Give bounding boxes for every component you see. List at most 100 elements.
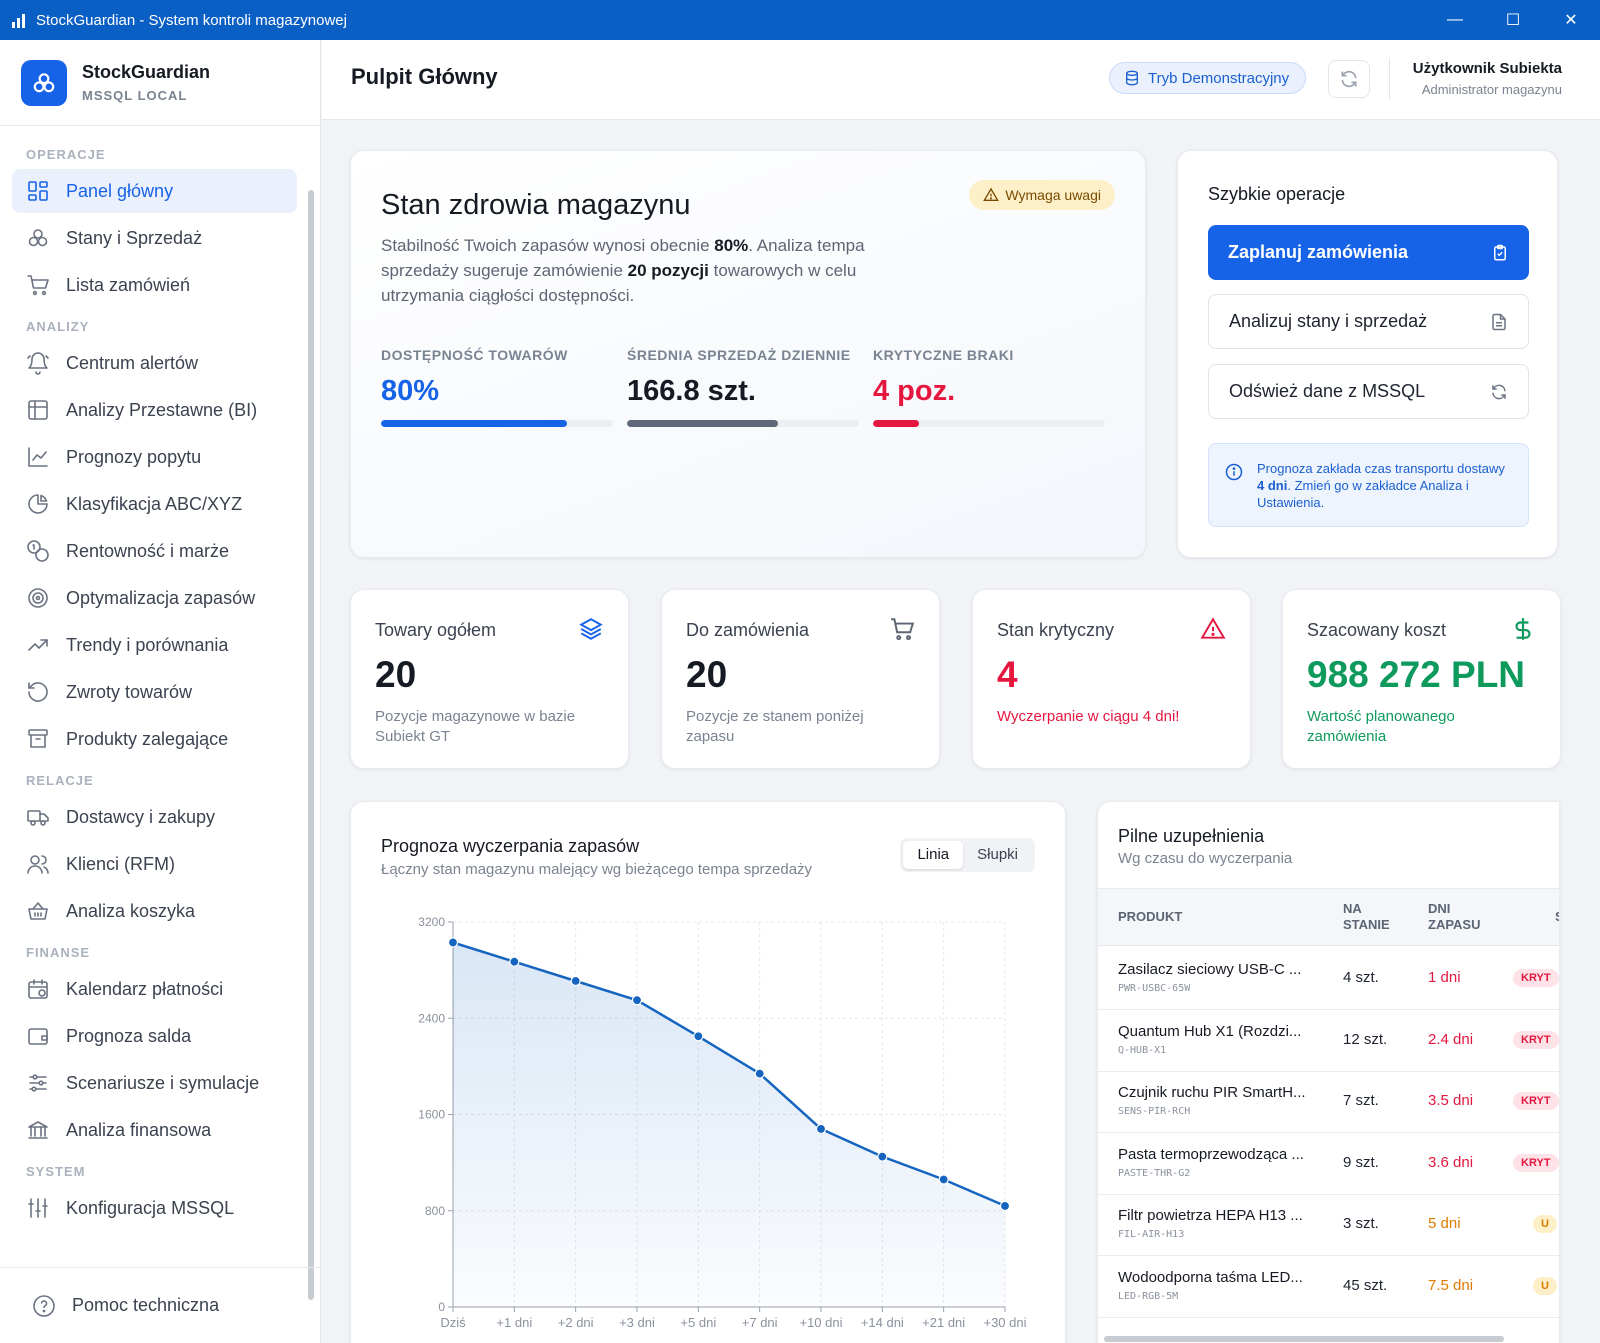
in-stock-qty: 3 szt. — [1343, 1215, 1379, 1232]
sidebar-item[interactable]: Analiza koszyka — [12, 889, 297, 933]
table-row[interactable]: Filtr powietrza HEPA H13 ... FIL-AIR-H13… — [1098, 1193, 1559, 1256]
table-row[interactable]: Quantum Hub X1 (Rozdzi... Q-HUB-X1 12 sz… — [1098, 1009, 1559, 1072]
stat-card-total-items: Towary ogółem 20 Pozycje magazynowe w ba… — [350, 589, 629, 769]
col-in-stock[interactable]: NA STANIE — [1343, 901, 1390, 932]
grid-icon — [26, 179, 50, 203]
health-description: Stabilność Twoich zapasów wynosi obecnie… — [381, 236, 865, 305]
toggle-bars[interactable]: Słupki — [977, 846, 1018, 863]
user-name[interactable]: Użytkownik Subiekta — [1412, 60, 1562, 77]
product-sku: Q-HUB-X1 — [1118, 1044, 1167, 1056]
sidebar-item[interactable]: Optymalizacja zapasów — [12, 576, 297, 620]
sidebar-item[interactable]: Kalendarz płatności — [12, 967, 297, 1011]
data-point — [815, 1123, 827, 1135]
sidebar-item[interactable]: Prognoza salda — [12, 1014, 297, 1058]
sidebar-item[interactable]: Klasyfikacja ABC/XYZ — [12, 482, 297, 526]
refresh-button[interactable] — [1328, 60, 1370, 98]
x-tick-label: Dziś — [440, 1315, 466, 1330]
y-tick-label: 3200 — [418, 915, 445, 929]
nav-section-title: RELACJE — [26, 773, 94, 788]
help-circle-icon — [32, 1294, 56, 1318]
stat-card-to-order: Do zamówienia 20 Pozycje ze stanem poniż… — [661, 589, 940, 769]
table-row[interactable]: Pasta termoprzewodząca ... PASTE-THR-G2 … — [1098, 1132, 1559, 1195]
plan-orders-button[interactable]: Zaplanuj zamówienia — [1208, 225, 1529, 280]
sidebar-item[interactable]: Konfiguracja MSSQL — [12, 1186, 297, 1230]
sidebar-item-label: Kalendarz płatności — [66, 978, 224, 999]
cart-icon — [26, 273, 50, 297]
stat-value: 4 — [997, 654, 1018, 695]
help-link[interactable]: Pomoc techniczna — [0, 1267, 321, 1343]
sidebar-item[interactable]: Klienci (RFM) — [12, 842, 297, 886]
days-of-stock: 5 dni — [1428, 1215, 1461, 1232]
product-name: Filtr powietrza HEPA H13 ... — [1118, 1207, 1303, 1224]
status-badge: KRYT — [1513, 1030, 1559, 1049]
product-sku: FIL-AIR-H13 — [1118, 1229, 1185, 1240]
product-name: Zasilacz sieciowy USB-C ... — [1118, 961, 1302, 978]
sidebar-item[interactable]: Prognozy popytu — [12, 435, 297, 479]
chart-title: Prognoza wyczerpania zapasów — [381, 836, 640, 856]
trending-up-icon — [26, 633, 50, 657]
app-bar-chart-icon — [12, 12, 28, 28]
bank-icon — [26, 1118, 50, 1142]
sidebar-item-label: Prognoza salda — [66, 1025, 192, 1046]
table-row[interactable]: Czujnik ruchu PIR SmartH... SENS-PIR-RCH… — [1098, 1070, 1559, 1133]
stat-label: Do zamówienia — [686, 620, 810, 640]
status-badge: U — [1533, 1215, 1557, 1233]
sidebar-item[interactable]: Scenariusze i symulacje — [12, 1061, 297, 1105]
demo-mode-badge[interactable]: Tryb Demonstracyjny — [1109, 62, 1307, 94]
analyze-stock-label: Analizuj stany i sprzedaż — [1229, 311, 1428, 331]
maximize-button[interactable]: ☐ — [1505, 12, 1521, 29]
table-horizontal-scrollbar[interactable] — [1104, 1336, 1504, 1342]
product-name: Pasta termoprzewodząca ... — [1118, 1145, 1304, 1163]
info-icon — [1225, 463, 1243, 485]
col-days-of-stock[interactable]: DNI ZAPASU — [1428, 901, 1481, 932]
y-tick-label: 800 — [425, 1204, 445, 1218]
stat-label: Stan krytyczny — [997, 620, 1115, 640]
analyze-stock-button[interactable]: Analizuj stany i sprzedaż — [1208, 294, 1529, 349]
stat-description: Wartość planowanego zamówienia — [1307, 708, 1455, 745]
page-title: Pulpit Główny — [351, 64, 498, 89]
col-product[interactable]: PRODUKT — [1118, 909, 1183, 924]
table-row[interactable]: Zasilacz sieciowy USB-C ... PWR-USBC-65W… — [1098, 947, 1559, 1010]
kpi-progress-bar — [873, 420, 1105, 427]
boxes-icon — [26, 226, 50, 250]
minimize-button[interactable]: — — [1447, 11, 1463, 28]
sidebar-item[interactable]: Lista zamówień — [12, 263, 297, 307]
sidebar-item[interactable]: Trendy i porównania — [12, 623, 297, 667]
product-sku: PWR-USBC-65W — [1118, 983, 1191, 994]
brand-subtitle: MSSQL LOCAL — [82, 88, 188, 103]
window-titlebar: StockGuardian - System kontroli magazyno… — [0, 0, 1600, 40]
calendar-icon — [26, 977, 50, 1001]
product-name: Quantum Hub X1 (Rozdzi... — [1118, 1022, 1302, 1040]
sidebar-item-label: Konfiguracja MSSQL — [66, 1197, 235, 1218]
data-point — [509, 956, 520, 967]
toggle-line[interactable]: Linia — [903, 841, 964, 869]
refresh-mssql-button[interactable]: Odśwież dane z MSSQL — [1208, 364, 1529, 419]
layers-icon — [578, 616, 604, 647]
nav-section-title: FINANSE — [26, 945, 91, 960]
sidebar-scrollbar[interactable] — [308, 190, 314, 1300]
x-tick-label: +5 dni — [680, 1315, 716, 1330]
sidebar-item[interactable]: Centrum alertów — [12, 341, 297, 385]
transport-info-box: Prognoza zakłada czas transportu dostawy… — [1208, 443, 1529, 527]
cart-icon — [889, 616, 915, 647]
brand: StockGuardian MSSQL LOCAL — [0, 40, 320, 126]
sidebar-item[interactable]: Zwroty towarów — [12, 670, 297, 714]
sidebar-item[interactable]: Rentowność i marże — [12, 529, 297, 573]
product-sku: LED-RGB-5M — [1118, 1290, 1179, 1302]
sidebar-item[interactable]: Analiza finansowa — [12, 1108, 297, 1152]
clipboard-icon — [1494, 244, 1506, 260]
sidebar-item[interactable]: Stany i Sprzedaż — [12, 216, 297, 260]
sidebar-nav: OPERACJE Panel główny Stany i Sprzedaż L… — [0, 127, 321, 1267]
line-chart-icon — [26, 445, 50, 469]
sidebar-item[interactable]: Dostawcy i zakupy — [12, 795, 297, 839]
sidebar-item-label: Analizy Przestawne (BI) — [66, 399, 258, 420]
x-tick-label: +3 dni — [619, 1315, 655, 1330]
sidebar-item[interactable]: Produkty zalegające — [12, 717, 297, 761]
table-row[interactable]: Wodoodporna taśma LED... LED-RGB-5M 45 s… — [1098, 1255, 1559, 1318]
plan-orders-label: Zaplanuj zamówienia — [1228, 242, 1409, 262]
sidebar-item[interactable]: Panel główny — [12, 169, 297, 213]
sidebar-item[interactable]: Analizy Przestawne (BI) — [12, 388, 297, 432]
close-button[interactable]: ✕ — [1564, 12, 1578, 29]
x-tick-label: +21 dni — [922, 1315, 965, 1330]
col-status[interactable]: S — [1555, 909, 1559, 925]
